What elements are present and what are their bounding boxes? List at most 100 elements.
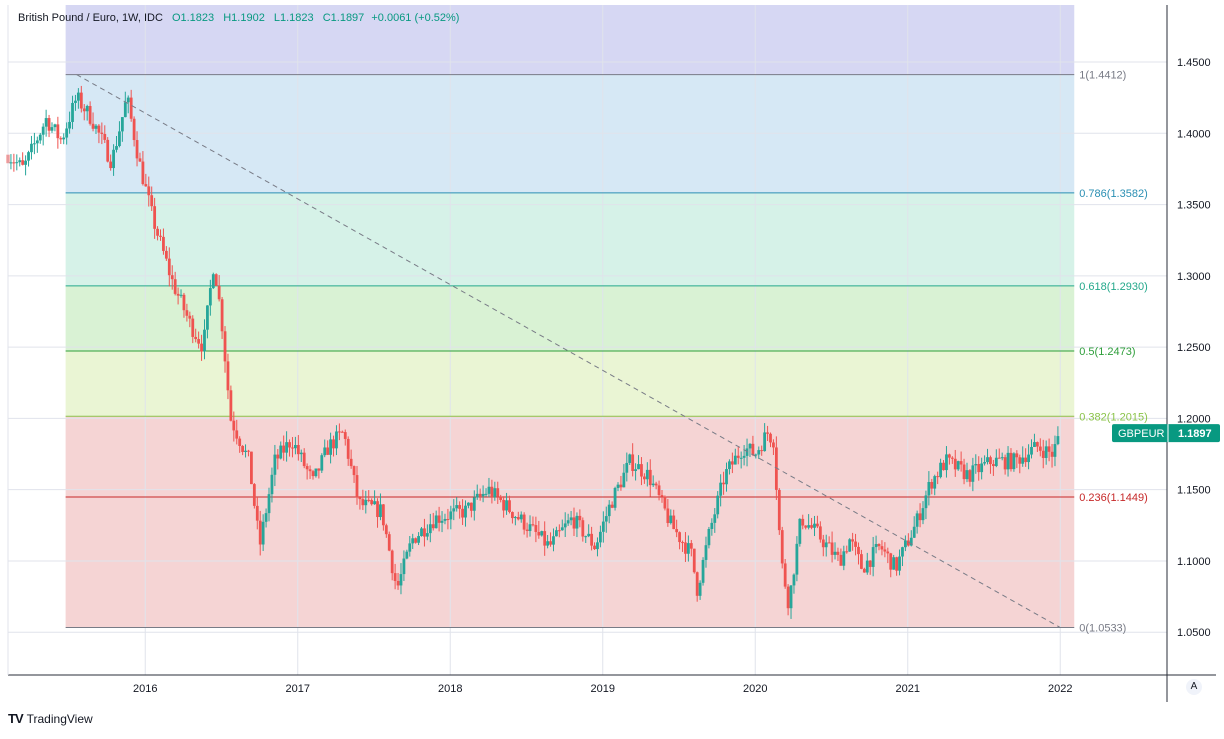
y-tick-label: 1.4000 [1177, 128, 1211, 140]
candle-body [722, 482, 725, 485]
candle-body [349, 458, 353, 467]
candle-body [1003, 457, 1007, 470]
candle-body [924, 495, 928, 509]
candle-body [537, 531, 541, 536]
candle-body [109, 161, 113, 169]
candle-body [631, 454, 635, 471]
candle-body [713, 514, 717, 523]
candle-body [666, 508, 670, 524]
auto-scale-button[interactable]: A [1186, 679, 1202, 695]
candle-body [569, 517, 573, 521]
candle-body [9, 162, 13, 164]
candle-body [352, 466, 356, 476]
candle-body [511, 512, 514, 519]
candle-body [367, 499, 371, 501]
candle-body [942, 462, 945, 471]
candle-body [384, 525, 388, 535]
candle-body [478, 493, 482, 497]
fib-zone [65, 350, 1075, 417]
candle-body [247, 450, 250, 452]
candle-body [745, 448, 749, 456]
candle-body [898, 556, 901, 571]
candle-body [443, 518, 447, 521]
y-tick-label: 1.1500 [1177, 485, 1211, 497]
candle-body [59, 138, 63, 140]
candle-body [566, 520, 570, 524]
candle-body [250, 451, 253, 485]
candle-body [305, 466, 309, 470]
candle-body [648, 469, 652, 486]
candle-body [810, 525, 813, 528]
candle-body [751, 443, 755, 456]
candle-body [162, 236, 165, 251]
candle-body [490, 486, 494, 498]
candle-body [857, 546, 860, 555]
candle-body [657, 485, 661, 496]
candle-body [191, 318, 195, 337]
candle-body [1024, 457, 1028, 463]
x-tick-label: 2020 [743, 683, 767, 695]
candle-body [739, 457, 743, 459]
candle-body [986, 457, 989, 463]
candle-body [889, 553, 893, 570]
candle-body [801, 518, 805, 526]
candle-body [396, 580, 400, 586]
candle-body [475, 493, 479, 498]
candle-body [977, 463, 981, 473]
candle-body [748, 443, 752, 449]
candle-body [267, 494, 271, 514]
candle-body [370, 500, 374, 505]
candle-body [549, 541, 552, 545]
candle-body [340, 431, 344, 433]
candle-body [399, 574, 403, 586]
fib-level-label: 0(1.0533) [1079, 623, 1126, 635]
candle-body [273, 454, 277, 475]
candle-body [226, 361, 230, 391]
candle-body [21, 160, 25, 165]
candle-body [725, 469, 728, 485]
candle-body [766, 432, 769, 434]
candle-body [30, 143, 33, 153]
tradingview-logo[interactable]: TV TradingView [8, 711, 93, 726]
candle-body [669, 515, 673, 524]
fib-zone [65, 192, 1075, 286]
candle-body [12, 162, 16, 164]
candle-body [153, 206, 157, 229]
candle-body [634, 469, 637, 471]
candle-body [575, 515, 579, 529]
candle-body [402, 558, 406, 575]
x-tick-label: 2022 [1048, 683, 1072, 695]
ohlc-close: C1.1897 [322, 12, 365, 24]
candle-body [525, 529, 529, 532]
candle-body [845, 551, 849, 553]
candle-body [663, 496, 667, 509]
candle-body [563, 523, 567, 528]
candle-body [27, 152, 30, 161]
candle-body [390, 550, 394, 574]
candle-body [836, 551, 840, 555]
x-tick-label: 2016 [133, 683, 157, 695]
candle-body [32, 143, 36, 145]
candle-body [983, 462, 986, 464]
candle-body [933, 476, 937, 489]
candle-body [217, 285, 221, 300]
candle-body [980, 463, 984, 473]
candle-body [906, 540, 910, 546]
candle-body [637, 464, 640, 470]
candle-body [1056, 436, 1060, 445]
candle-body [710, 522, 714, 529]
x-tick-label: 2018 [438, 683, 462, 695]
candle-body [332, 439, 335, 449]
candle-body [147, 186, 151, 196]
candle-body [593, 545, 596, 550]
candle-body [1035, 442, 1039, 447]
candle-body [408, 543, 412, 552]
candle-body [1021, 457, 1025, 464]
candle-body [619, 484, 623, 488]
candle-body [628, 454, 632, 463]
candle-body [85, 106, 89, 112]
candle-body [596, 542, 599, 550]
candle-body [777, 489, 781, 531]
candle-body [572, 517, 576, 529]
